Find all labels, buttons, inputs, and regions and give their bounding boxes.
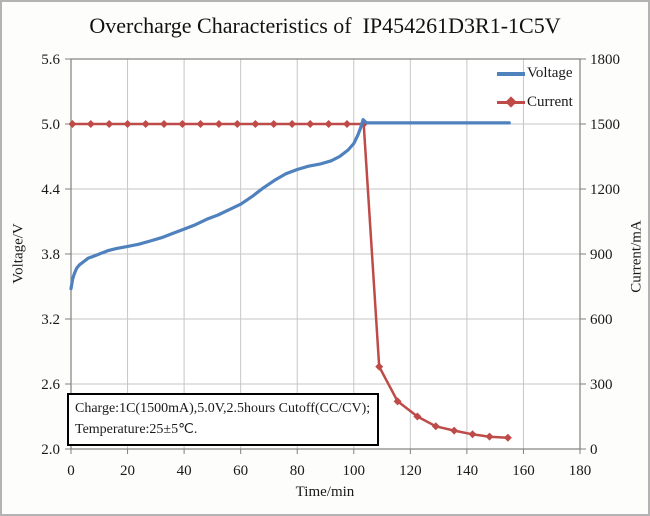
current-line-sample-icon bbox=[497, 96, 525, 108]
voltage-line bbox=[69, 118, 511, 291]
y-right-tick-label: 0 bbox=[590, 442, 598, 458]
x-tick-label: 140 bbox=[456, 463, 479, 479]
x-tick-label: 160 bbox=[512, 463, 535, 479]
current-marker-icon bbox=[251, 120, 260, 128]
chart-title: Overcharge Characteristics of IP454261D3… bbox=[89, 13, 561, 38]
current-marker-icon bbox=[306, 120, 315, 128]
current-marker-icon bbox=[68, 120, 77, 128]
current-marker-icon bbox=[160, 120, 169, 128]
current-marker-icon bbox=[324, 120, 333, 128]
current-marker-icon bbox=[468, 430, 477, 439]
legend-label-current: Current bbox=[527, 94, 573, 110]
y-left-axis-title: Voltage/V bbox=[10, 223, 27, 284]
y-right-axis-title: Current/mA bbox=[628, 220, 645, 293]
x-tick-label: 60 bbox=[233, 463, 248, 479]
x-tick-label: 100 bbox=[343, 463, 366, 479]
current-marker-icon bbox=[123, 120, 132, 128]
y-left-tick-label: 5.6 bbox=[41, 52, 60, 68]
x-tick-label: 120 bbox=[399, 463, 422, 479]
y-left-tick-label: 5.0 bbox=[41, 117, 60, 133]
current-marker-icon bbox=[86, 120, 95, 128]
x-axis-title: Time/min bbox=[295, 484, 355, 500]
voltage-line-sample-icon bbox=[497, 71, 525, 76]
current-marker-icon bbox=[196, 120, 205, 128]
annotation-line-1: Charge:1C(1500mA),5.0V,2.5hours Cutoff(C… bbox=[75, 401, 371, 416]
current-marker-icon bbox=[214, 120, 223, 128]
current-marker-icon bbox=[342, 120, 351, 128]
current-marker-icon bbox=[105, 120, 114, 128]
x-tick-label: 20 bbox=[120, 463, 135, 479]
current-marker-icon bbox=[288, 120, 297, 128]
current-marker-icon bbox=[375, 362, 384, 371]
x-tick-label: 0 bbox=[67, 463, 75, 479]
current-marker-icon bbox=[178, 120, 187, 128]
y-left-tick-label: 2.6 bbox=[41, 377, 60, 393]
y-right-tick-label: 300 bbox=[590, 377, 613, 393]
current-marker-icon bbox=[450, 426, 459, 435]
y-left-tick-label: 2.0 bbox=[41, 442, 60, 458]
annotation-box: Charge:1C(1500mA),5.0V,2.5hours Cutoff(C… bbox=[67, 393, 379, 446]
current-marker-icon bbox=[431, 422, 440, 431]
current-marker-icon bbox=[269, 120, 278, 128]
legend: Voltage Current bbox=[497, 64, 573, 112]
current-marker-icon bbox=[503, 433, 512, 442]
current-marker-icon bbox=[393, 397, 402, 406]
y-right-tick-label: 1500 bbox=[590, 117, 620, 133]
current-marker-icon bbox=[233, 120, 242, 128]
current-marker-icon bbox=[485, 432, 494, 441]
legend-label-voltage: Voltage bbox=[527, 65, 573, 81]
plot-border bbox=[70, 58, 581, 450]
x-tick-label: 80 bbox=[290, 463, 305, 479]
x-tick-label: 40 bbox=[177, 463, 192, 479]
current-marker-icon bbox=[413, 412, 422, 421]
legend-item-voltage: Voltage bbox=[497, 64, 573, 83]
x-tick-label: 180 bbox=[569, 463, 592, 479]
y-right-tick-label: 1800 bbox=[590, 52, 620, 68]
legend-item-current: Current bbox=[497, 93, 573, 112]
y-right-tick-label: 900 bbox=[590, 247, 613, 263]
y-left-tick-label: 3.2 bbox=[41, 312, 60, 328]
y-right-tick-label: 1200 bbox=[590, 182, 620, 198]
annotation-line-2: Temperature:25±5℃. bbox=[75, 422, 198, 437]
current-marker-icon bbox=[141, 120, 150, 128]
y-left-tick-label: 3.8 bbox=[41, 247, 60, 263]
diamond-marker-icon bbox=[505, 96, 517, 108]
y-left-tick-label: 4.4 bbox=[41, 182, 60, 198]
y-right-tick-label: 600 bbox=[590, 312, 613, 328]
